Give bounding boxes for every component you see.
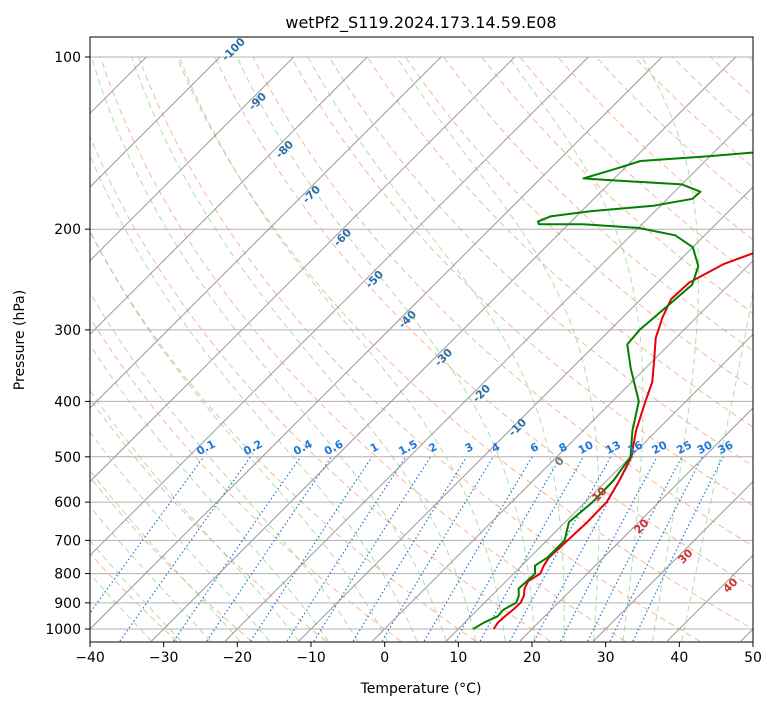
x-tick-label: −20 — [223, 650, 253, 666]
y-tick-label: 900 — [54, 596, 81, 612]
y-tick-label: 200 — [54, 222, 81, 238]
x-tick-label: 20 — [523, 650, 541, 666]
y-tick-label: 1000 — [45, 622, 81, 638]
y-tick-label: 800 — [54, 567, 81, 583]
x-tick-label: 10 — [449, 650, 467, 666]
y-tick-label: 100 — [54, 50, 81, 66]
x-tick-label: 40 — [670, 650, 688, 666]
x-tick-label: −40 — [75, 650, 105, 666]
y-axis-label: Pressure (hPa) — [12, 290, 28, 390]
x-tick-label: −10 — [296, 650, 326, 666]
x-tick-label: 30 — [597, 650, 615, 666]
y-tick-label: 300 — [54, 323, 81, 339]
x-tick-label: −30 — [149, 650, 179, 666]
x-tick-label: 0 — [380, 650, 389, 666]
y-tick-label: 500 — [54, 450, 81, 466]
y-tick-label: 700 — [54, 533, 81, 549]
x-axis-label: Temperature (°C) — [360, 681, 482, 697]
chart-title: wetPf2_S119.2024.173.14.59.E08 — [285, 13, 556, 33]
x-tick-label: 50 — [744, 650, 762, 666]
y-tick-label: 600 — [54, 495, 81, 511]
y-tick-label: 400 — [54, 394, 81, 410]
